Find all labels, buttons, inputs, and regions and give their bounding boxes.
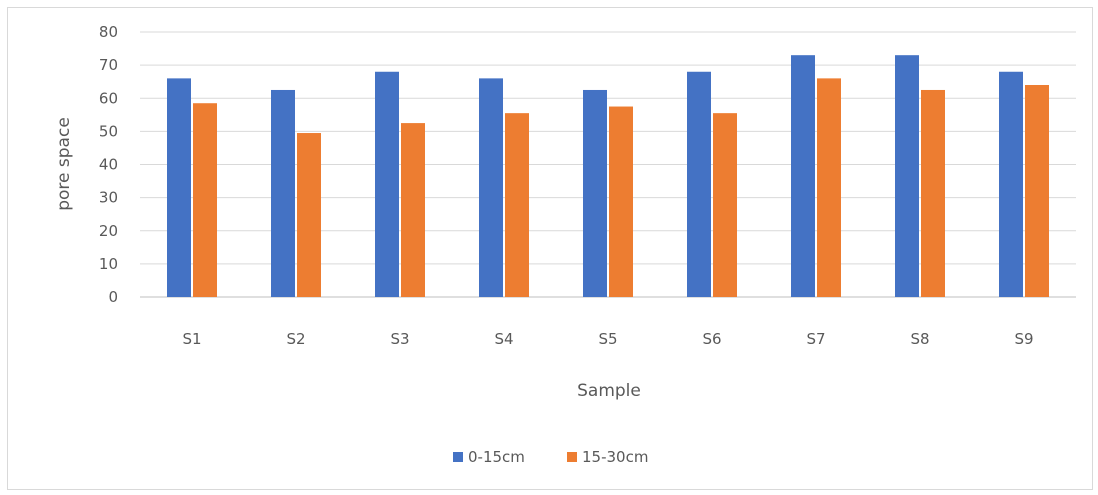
y-tick-label: 50 [99, 122, 118, 140]
x-tick-label: S5 [598, 330, 617, 348]
y-tick-label: 30 [99, 189, 118, 207]
y-tick-label: 0 [108, 288, 118, 306]
bar-15-30cm-S6 [713, 113, 737, 297]
bar-15-30cm-S9 [1025, 85, 1049, 297]
gridlines [140, 31, 1076, 298]
bar-0-15cm-S9 [999, 71, 1023, 297]
y-tick-label: 20 [99, 222, 118, 240]
y-tick-labels: 0 10 20 30 40 50 60 70 80 [99, 23, 118, 306]
y-axis-title: pore space [54, 117, 74, 211]
bar-0-15cm-S1 [167, 78, 191, 297]
x-tick-label: S9 [1014, 330, 1033, 348]
bar-0-15cm-S4 [479, 78, 503, 297]
bar-0-15cm-S2 [271, 89, 295, 297]
bar-15-30cm-S1 [193, 103, 217, 297]
y-tick-label: 80 [99, 23, 118, 41]
bar-15-30cm-S7 [817, 78, 841, 297]
legend-swatch-1 [567, 452, 577, 462]
x-tick-label: S3 [390, 330, 409, 348]
x-tick-label: S1 [182, 330, 201, 348]
x-tick-label: S4 [494, 330, 513, 348]
x-tick-labels: S1 S2 S3 S4 S5 S6 S7 S8 S9 [182, 330, 1033, 348]
x-tick-label: S7 [806, 330, 825, 348]
legend-label-0: 0-15cm [468, 448, 525, 466]
y-tick-label: 10 [99, 255, 118, 273]
y-tick-label: 40 [99, 156, 118, 174]
bar-0-15cm-S8 [895, 55, 919, 297]
bar-0-15cm-S5 [583, 89, 607, 297]
bar-15-30cm-S2 [297, 133, 321, 297]
bar-15-30cm-S8 [921, 89, 945, 297]
legend: 0-15cm 15-30cm [453, 448, 648, 466]
bar-0-15cm-S3 [375, 71, 399, 297]
bar-15-30cm-S5 [609, 106, 633, 297]
bar-15-30cm-S4 [505, 113, 529, 297]
x-axis-title: Sample [577, 381, 641, 401]
bar-0-15cm-S6 [687, 71, 711, 297]
y-tick-label: 70 [99, 56, 118, 74]
y-tick-label: 60 [99, 89, 118, 107]
bar-0-15cm-S7 [791, 55, 815, 297]
bars [167, 55, 1049, 297]
x-tick-label: S8 [910, 330, 929, 348]
x-tick-label: S6 [702, 330, 721, 348]
bar-15-30cm-S3 [401, 123, 425, 297]
x-tick-label: S2 [286, 330, 305, 348]
legend-swatch-0 [453, 452, 463, 462]
legend-label-1: 15-30cm [582, 448, 648, 466]
